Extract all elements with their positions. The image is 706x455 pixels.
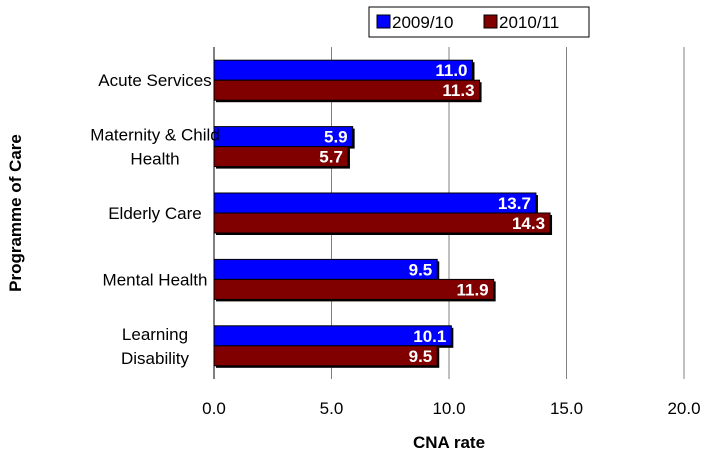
bar [213,79,481,101]
category-label: Maternity & Child [90,126,219,145]
category-label: Acute Services [98,71,211,90]
bar [213,192,537,214]
x-axis-title: CNA rate [413,433,485,452]
x-tick-labels: 0.0 5.0 10.0 15.0 20.0 [202,399,700,418]
bar [213,212,551,234]
bar [213,278,495,300]
x-tick-label: 0.0 [202,399,226,418]
category-label: Health [130,150,179,169]
data-label: 9.5 [409,347,433,366]
data-label: 11.9 [456,280,488,299]
data-label: 5.9 [324,128,348,147]
data-labels: 11.011.35.95.713.714.39.511.910.19.5 [319,61,545,366]
category-labels: Acute Services Maternity & Child Health Eld… [90,71,219,368]
legend: 2009/10 2010/11 [368,6,590,38]
legend-label-2010-11: 2010/11 [499,13,559,32]
legend-label-2009-10: 2009/10 [392,13,453,32]
bars [213,59,553,368]
data-label: 5.7 [319,148,343,167]
x-tick-label: 5.0 [320,399,344,418]
x-tick-label: 15.0 [550,399,583,418]
data-label: 9.5 [409,260,433,279]
legend-swatch-2009-10 [376,14,391,29]
category-label: Disability [121,349,190,368]
data-label: 10.1 [413,327,446,346]
legend-box [368,6,590,38]
category-label: Mental Health [103,270,208,289]
bar [213,258,438,280]
x-tick-label: 20.0 [667,399,700,418]
category-label: Learning [122,325,188,344]
category-label: Elderly Care [108,204,202,223]
x-tick-label: 10.0 [432,399,465,418]
bar [213,345,438,367]
y-axis-title: Programme of Care [6,134,25,292]
data-label: 14.3 [512,214,545,233]
legend-swatch-2010-11 [483,14,498,29]
data-label: 11.0 [435,61,467,80]
data-label: 13.7 [498,194,531,213]
bar [213,59,473,81]
data-label: 11.3 [442,81,474,100]
